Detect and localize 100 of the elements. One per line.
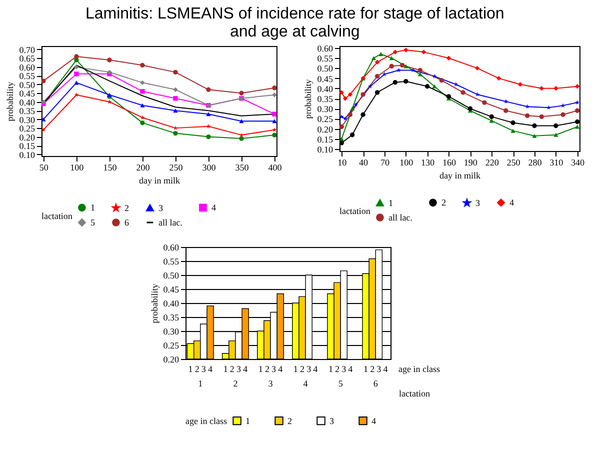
x-tick-label: 6 xyxy=(373,378,378,388)
point xyxy=(424,84,430,89)
legend-label: 6 xyxy=(124,218,130,228)
y-axis-title: probability xyxy=(149,283,160,324)
point xyxy=(173,130,178,136)
point xyxy=(239,119,244,124)
x-tick-label: 340 xyxy=(571,158,586,168)
point xyxy=(342,116,348,121)
x-tick-label: 350 xyxy=(235,162,250,172)
x-tick-label: 250 xyxy=(506,158,521,168)
text: 2 xyxy=(335,364,340,374)
point xyxy=(574,108,580,113)
point xyxy=(446,56,452,60)
y-axis-title: probability xyxy=(303,78,314,119)
point xyxy=(239,90,244,96)
point xyxy=(339,90,344,95)
y-tick-label: 0.15 xyxy=(317,134,334,144)
legend-label: 3 xyxy=(158,202,164,213)
point xyxy=(354,102,358,106)
x-tick-label: 4 xyxy=(303,378,308,388)
point xyxy=(404,78,408,84)
point xyxy=(539,114,544,120)
point xyxy=(339,124,344,130)
x-tick-label: 300 xyxy=(202,162,216,172)
y-tick-label: 0.35 xyxy=(317,94,334,104)
point xyxy=(41,78,46,84)
point xyxy=(510,120,516,126)
y-tick-label: 0.35 xyxy=(163,312,180,322)
point xyxy=(560,112,566,117)
y-tick-label: 0.60 xyxy=(19,62,36,72)
text: 3 xyxy=(236,364,241,374)
y-tick-label: 0.25 xyxy=(19,124,36,134)
x-tick-label: 250 xyxy=(169,162,184,172)
point xyxy=(350,132,355,138)
point xyxy=(518,82,523,87)
point xyxy=(460,90,466,95)
legend-label: 5 xyxy=(90,218,96,228)
point xyxy=(474,66,480,71)
legend-label: 4 xyxy=(509,198,514,208)
legend-label: 4 xyxy=(211,202,216,213)
legend-label: 3 xyxy=(475,198,480,208)
x-tick-label: 200 xyxy=(136,162,150,172)
point xyxy=(140,62,145,68)
text: 2 xyxy=(370,364,375,374)
legend-label: all lac. xyxy=(388,212,412,222)
point xyxy=(432,84,437,88)
text: 1 xyxy=(258,364,263,374)
point xyxy=(41,127,46,132)
point xyxy=(432,74,437,78)
point xyxy=(173,108,178,113)
x-tick-label: 280 xyxy=(528,158,542,168)
y-tick-label: 0.50 xyxy=(163,270,180,280)
point xyxy=(378,52,384,56)
text: 3 xyxy=(376,364,382,374)
point xyxy=(173,87,178,92)
point xyxy=(439,78,444,83)
text: 3 xyxy=(272,364,276,374)
legend-label: 1 xyxy=(90,202,95,213)
point xyxy=(272,119,276,124)
y-tick-label: 0.35 xyxy=(19,106,36,116)
point xyxy=(374,90,380,95)
point xyxy=(272,86,276,90)
y-tick-label: 0.65 xyxy=(19,54,36,64)
text: 2 xyxy=(230,364,234,374)
text: 3 xyxy=(342,364,346,374)
x-tick-label: 400 xyxy=(268,162,282,172)
point xyxy=(206,134,211,140)
point xyxy=(140,89,145,94)
y-tick-label: 0.10 xyxy=(19,150,36,160)
y-tick-label: 0.55 xyxy=(317,54,334,64)
point xyxy=(41,117,46,122)
y-tick-label: 0.40 xyxy=(19,97,36,108)
point xyxy=(575,100,580,104)
text: 4 xyxy=(383,364,388,374)
y-tick-label: 0.40 xyxy=(317,84,334,94)
text: 1 xyxy=(364,364,368,374)
point xyxy=(574,124,580,129)
point xyxy=(272,112,276,116)
x-tick-label: 5 xyxy=(338,378,344,388)
point xyxy=(374,74,380,79)
text: 2 xyxy=(194,364,200,374)
point xyxy=(468,106,473,111)
point xyxy=(539,86,544,91)
y-tick-label: 0.45 xyxy=(163,284,180,294)
y-tick-label: 0.20 xyxy=(317,124,334,134)
point xyxy=(140,80,145,86)
y-tick-label: 0.30 xyxy=(163,326,180,336)
x-tick-label: 10 xyxy=(338,158,348,168)
y-tick-label: 0.60 xyxy=(163,242,180,252)
point xyxy=(348,112,353,117)
x-tick-label: 130 xyxy=(421,158,436,168)
point xyxy=(374,60,380,64)
point xyxy=(554,86,558,91)
x-axis-title: lactation xyxy=(399,388,430,398)
point xyxy=(348,92,353,97)
y-tick-label: 0.40 xyxy=(163,298,180,308)
point xyxy=(339,136,344,141)
point xyxy=(392,50,398,54)
y-tick-label: 0.25 xyxy=(163,340,180,350)
point xyxy=(496,76,502,81)
